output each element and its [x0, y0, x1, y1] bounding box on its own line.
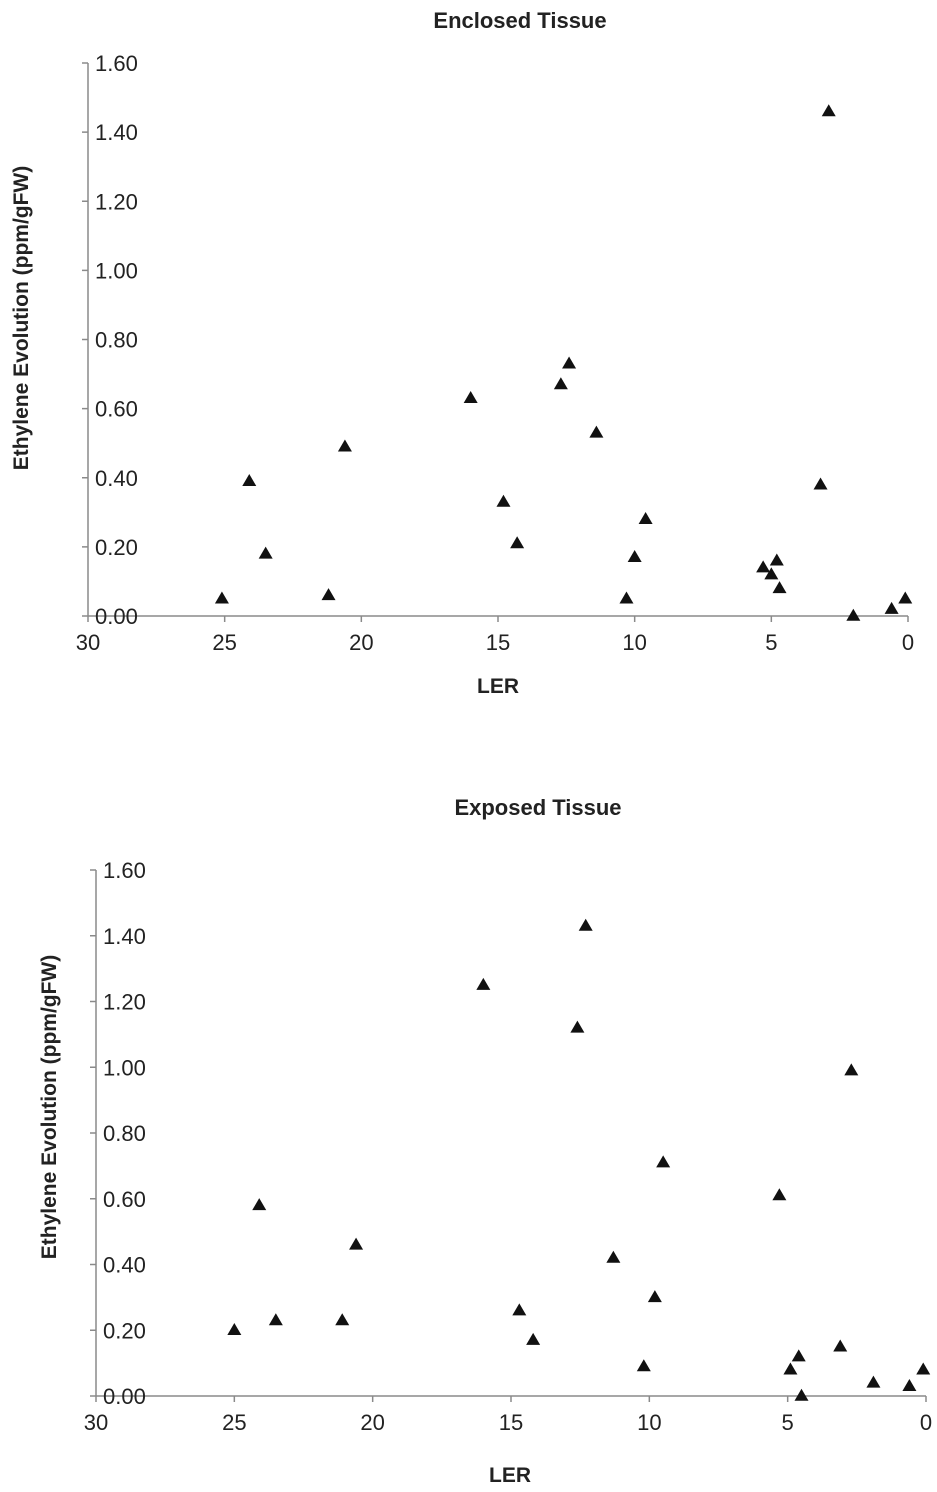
data-point	[570, 1020, 585, 1033]
data-point	[764, 567, 779, 580]
data-point	[756, 560, 771, 573]
data-point	[772, 581, 787, 594]
data-point	[772, 1188, 787, 1201]
data-point	[321, 588, 336, 601]
data-point	[578, 918, 593, 931]
data-point	[335, 1313, 350, 1326]
x-tick-label: 0	[902, 630, 914, 655]
data-point	[268, 1313, 283, 1326]
data-point	[337, 439, 352, 452]
x-tick-label: 10	[637, 1410, 661, 1435]
enclosed-tissue-chart: Enclosed Tissue Ethylene Evolution (ppm/…	[10, 8, 914, 698]
data-point	[846, 608, 861, 621]
data-point	[252, 1198, 267, 1211]
axes: 0.00 0.20 0.40 0.60 0.80 1.00 1.20 1.40 1.60 30 25…	[84, 858, 932, 1435]
x-tick-label: 15	[499, 1410, 523, 1435]
data-point	[783, 1362, 798, 1375]
data-point	[833, 1339, 848, 1352]
x-tick-label: 5	[765, 630, 777, 655]
data-point	[526, 1332, 541, 1345]
data-point	[349, 1237, 364, 1250]
data-point	[813, 477, 828, 490]
data-point	[214, 591, 229, 604]
data-point	[647, 1290, 662, 1303]
data-point	[794, 1388, 809, 1401]
data-point	[866, 1375, 881, 1388]
x-tick-label: 30	[76, 630, 100, 655]
x-tick-label: 0	[920, 1410, 932, 1435]
x-tick-label: 30	[84, 1410, 108, 1435]
x-tick-label: 15	[486, 630, 510, 655]
x-tick-label: 25	[212, 630, 236, 655]
data-point	[496, 494, 511, 507]
x-tick-label: 10	[622, 630, 646, 655]
data-point	[902, 1378, 917, 1391]
y-tick-label: 0.20	[103, 1318, 146, 1343]
y-tick-label: 0.80	[103, 1121, 146, 1146]
data-point	[562, 356, 577, 369]
data-point	[638, 512, 653, 525]
x-tick-label: 20	[349, 630, 373, 655]
y-axis-label: Ethylene Evolution (ppm/gFW)	[38, 955, 61, 1259]
y-tick-label: 0.40	[103, 1253, 146, 1278]
x-tick-label: 5	[782, 1410, 794, 1435]
y-tick-label: 1.60	[103, 858, 146, 883]
y-tick-label: 0.20	[95, 535, 138, 560]
y-tick-label: 1.40	[95, 120, 138, 145]
y-tick-label: 1.00	[95, 258, 138, 283]
y-tick-label: 1.60	[95, 51, 138, 76]
data-point	[844, 1063, 859, 1076]
y-axis-label: Ethylene Evolution (ppm/gFW)	[10, 166, 33, 470]
data-point	[553, 377, 568, 390]
data-point	[656, 1155, 671, 1168]
data-point	[916, 1362, 931, 1375]
data-points	[227, 918, 931, 1401]
x-tick-label: 20	[360, 1410, 384, 1435]
y-tick-label: 1.40	[103, 924, 146, 949]
data-point	[884, 601, 899, 614]
data-point	[242, 474, 257, 487]
y-tick-label: 1.00	[103, 1055, 146, 1080]
data-point	[463, 391, 478, 404]
data-point	[227, 1323, 242, 1336]
data-point	[512, 1303, 527, 1316]
y-tick-label: 1.20	[95, 189, 138, 214]
data-point	[589, 425, 604, 438]
data-point	[258, 546, 273, 559]
y-tick-label: 0.00	[103, 1384, 146, 1409]
data-point	[769, 553, 784, 566]
data-point	[636, 1359, 651, 1372]
data-point	[627, 550, 642, 563]
data-point	[898, 591, 913, 604]
exposed-tissue-chart: Exposed Tissue Ethylene Evolution (ppm/g…	[38, 795, 932, 1487]
chart-title: Enclosed Tissue	[433, 8, 606, 33]
x-tick-label: 25	[222, 1410, 246, 1435]
chart-title: Exposed Tissue	[454, 795, 621, 820]
y-tick-label: 0.00	[95, 604, 138, 629]
data-points	[214, 104, 913, 621]
y-tick-label: 0.60	[103, 1187, 146, 1212]
data-point	[619, 591, 634, 604]
data-point	[476, 977, 491, 990]
axes: 0.00 0.20 0.40 0.60 0.80 1.00 1.20 1.40 1.60 30 25…	[76, 51, 914, 655]
y-tick-label: 1.20	[103, 990, 146, 1015]
data-point	[821, 104, 836, 117]
data-point	[791, 1349, 806, 1362]
y-tick-label: 0.60	[95, 397, 138, 422]
data-point	[510, 536, 525, 549]
data-point	[606, 1250, 621, 1263]
x-axis-label: LER	[477, 675, 519, 698]
y-tick-label: 0.40	[95, 466, 138, 491]
x-axis-label: LER	[489, 1464, 531, 1487]
y-tick-label: 0.80	[95, 328, 138, 353]
